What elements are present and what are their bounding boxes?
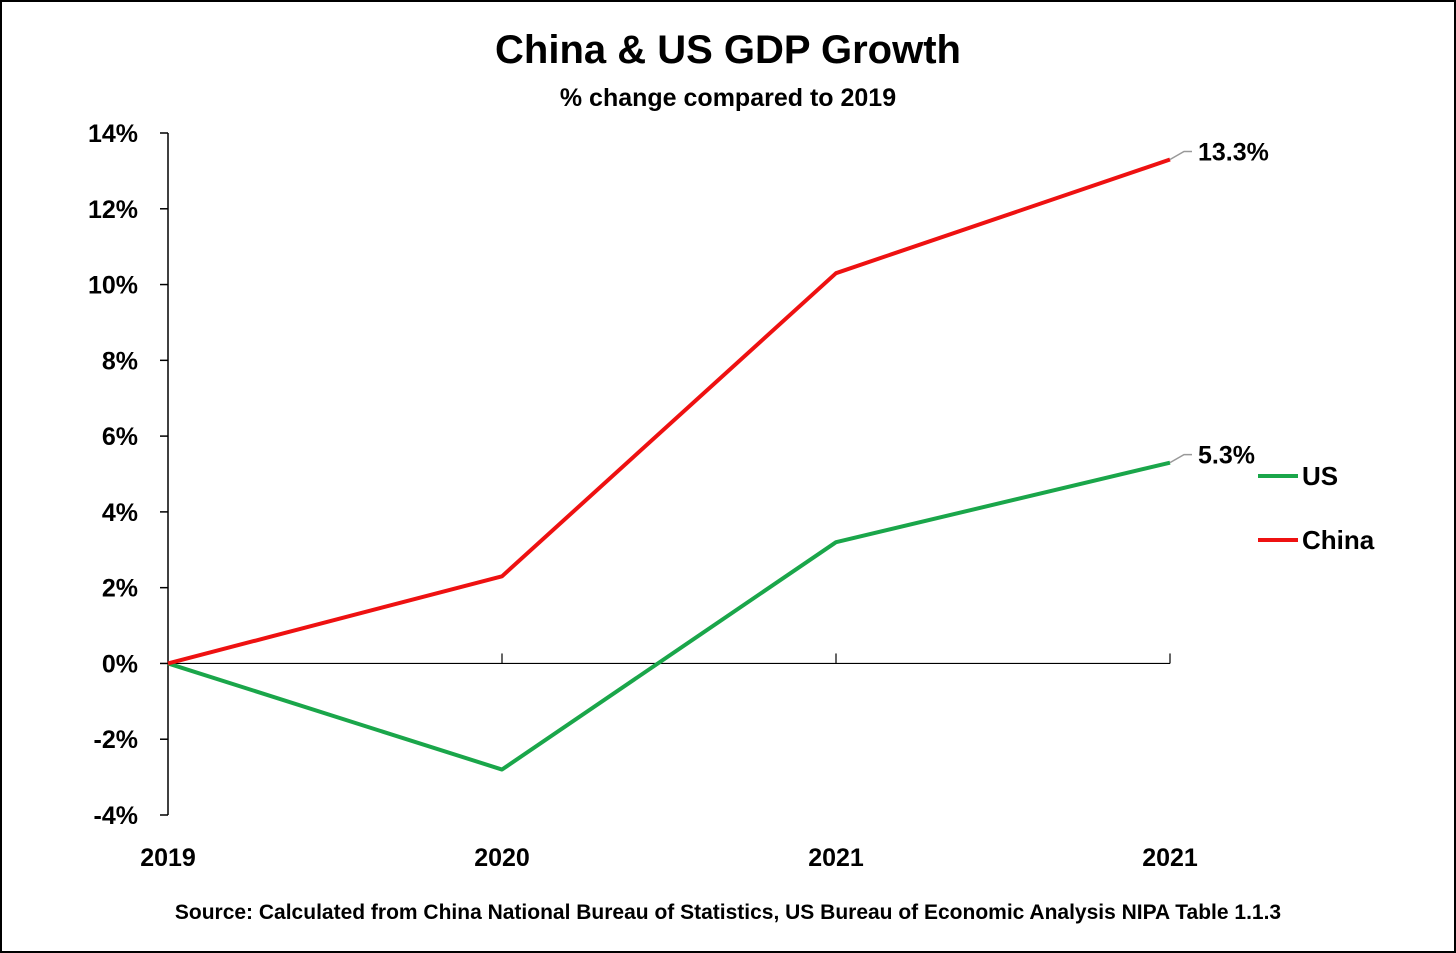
y-tick-label: 4% (102, 499, 138, 527)
chart-subtitle: % change compared to 2019 (560, 84, 896, 112)
legend-label-us: US (1302, 461, 1338, 491)
series-layer (167, 157, 1171, 772)
chart-title: China & US GDP Growth (495, 28, 961, 72)
x-tick-label: 2021 (808, 844, 864, 872)
x-tick-label: 2019 (140, 844, 196, 872)
series-line-us (167, 460, 1171, 772)
series-line-china (167, 157, 1171, 666)
legend: US China (1258, 461, 1375, 555)
y-tick-label: 6% (102, 423, 138, 451)
y-tick-label: 14% (88, 120, 138, 148)
y-tick-label: 2% (102, 575, 138, 603)
data-label-china: 13.3% (1198, 139, 1269, 167)
y-tick-label: -4% (94, 802, 138, 830)
data-label-leader (1169, 453, 1192, 464)
axes: 14% 12% 10% 8% 6% 4% 2% 0% -2% -4%2019 2020 2021 202… (88, 120, 1198, 872)
y-tick-label: 10% (88, 272, 138, 300)
x-tick-label: 2020 (474, 844, 530, 872)
y-tick-label: 8% (102, 347, 138, 375)
legend-label-china: China (1302, 525, 1375, 555)
y-tick-label: 12% (88, 196, 138, 224)
y-tick-label: -2% (94, 726, 138, 754)
y-tick-label: 0% (102, 650, 138, 678)
source-note: Source: Calculated from China National B… (175, 901, 1281, 924)
x-tick-label: 2021 (1142, 844, 1198, 872)
data-label-us: 5.3% (1198, 442, 1255, 470)
data-label-leader (1169, 150, 1192, 161)
end-labels-layer: 5.3% 13.3% (1169, 139, 1269, 470)
